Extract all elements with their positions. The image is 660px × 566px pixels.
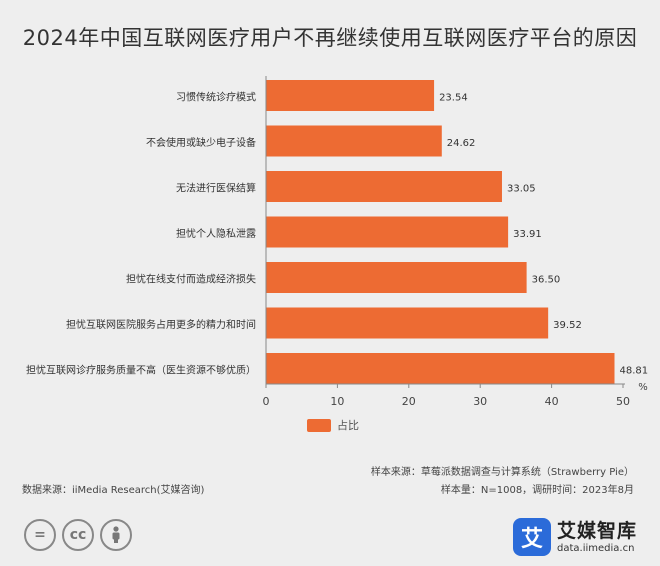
category-label: 担忧互联网医院服务占用更多的精力和时间 [66, 318, 256, 331]
value-label: 24.62 [447, 138, 476, 149]
unit-label: % [638, 382, 648, 393]
category-label: 担忧个人隐私泄露 [176, 227, 256, 240]
x-tick-label: 0 [263, 395, 270, 408]
bar [266, 307, 549, 339]
cc-icon: cc [62, 519, 94, 551]
value-label: 33.05 [507, 184, 536, 195]
chart-title: 2024年中国互联网医疗用户不再继续使用互联网医疗平台的原因 [22, 26, 638, 50]
license-icons: = cc [24, 519, 132, 551]
bar [266, 171, 502, 202]
category-label: 无法进行医保结算 [176, 182, 256, 195]
x-tick-label: 50 [616, 395, 630, 408]
bar-chart: 习惯传统诊疗模式 23.54 不会使用或缺少电子设备 24.62 无法进行医保结算 33.… [26, 76, 649, 408]
bar [266, 262, 527, 293]
category-label: 担忧在线支付而造成经济损失 [126, 273, 256, 286]
equals-icon: = [24, 519, 56, 551]
brand: 艾 艾媒智库 data.iimedia.cn [513, 518, 637, 556]
value-label: 48.81 [620, 366, 649, 377]
x-tick-label: 10 [330, 395, 344, 408]
sample-info: 样本量：N=1008，调研时间：2023年8月 [440, 485, 634, 496]
bar [266, 353, 615, 384]
value-label: 39.52 [553, 320, 582, 331]
x-tick-label: 30 [473, 395, 487, 408]
bar [266, 125, 442, 157]
x-tick-label: 20 [402, 395, 416, 408]
legend-swatch [307, 418, 331, 432]
category-label: 不会使用或缺少电子设备 [146, 136, 256, 149]
value-label: 23.54 [439, 93, 468, 104]
brand-logo: 艾 [513, 518, 551, 556]
sample-source: 样本来源：草莓派数据调查与计算系统（Strawberry Pie） [370, 467, 634, 478]
brand-name: 艾媒智库 [557, 519, 638, 542]
x-tick-label: 40 [545, 395, 559, 408]
person-icon [100, 519, 132, 551]
brand-url: data.iimedia.cn [557, 542, 635, 554]
bar [266, 216, 509, 248]
legend: 占比 [307, 417, 359, 433]
category-label: 习惯传统诊疗模式 [176, 91, 256, 104]
bar [266, 80, 435, 111]
value-label: 36.50 [532, 275, 561, 286]
data-source: 数据来源：iiMedia Research(艾媒咨询) [22, 485, 205, 496]
value-label: 33.91 [513, 229, 542, 240]
category-label: 担忧互联网诊疗服务质量不高（医生资源不够优质） [26, 364, 256, 377]
legend-label: 占比 [337, 419, 359, 432]
